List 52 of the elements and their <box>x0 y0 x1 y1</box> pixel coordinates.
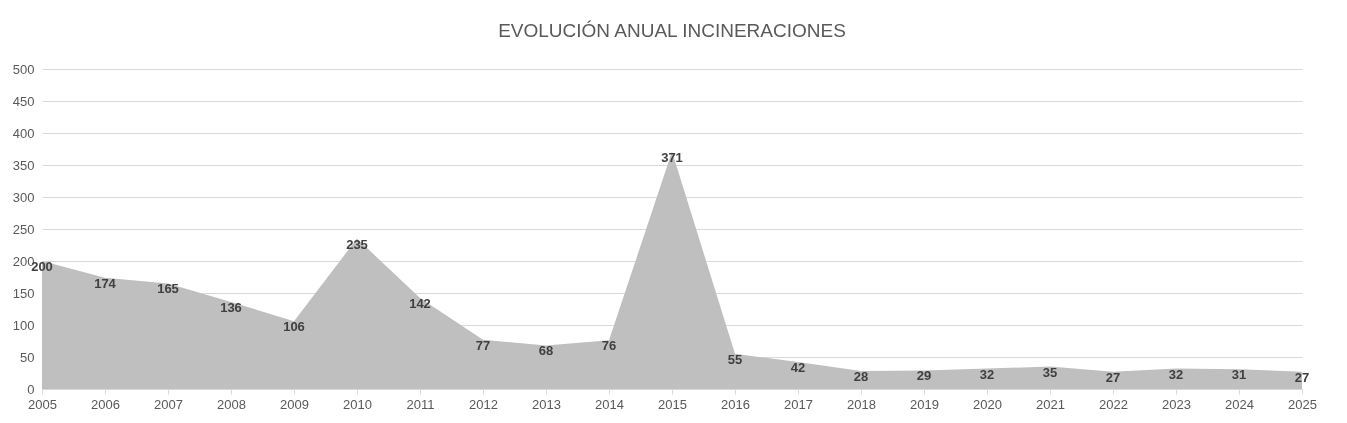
y-tick-label: 400 <box>12 125 35 141</box>
data-label: 27 <box>1105 369 1121 385</box>
y-tick-label: 0 <box>27 381 35 397</box>
x-tick-label: 2008 <box>217 396 246 412</box>
x-tick-label: 2023 <box>1162 396 1191 412</box>
y-tick-label: 250 <box>12 221 35 237</box>
data-label: 35 <box>1042 364 1058 380</box>
x-tick-label: 2019 <box>910 396 939 412</box>
y-tick-label: 100 <box>12 317 35 333</box>
y-tick-label: 500 <box>12 61 35 77</box>
data-label: 77 <box>475 337 491 353</box>
data-label: 165 <box>157 281 179 297</box>
data-label: 106 <box>283 319 305 335</box>
data-label: 32 <box>1168 366 1184 382</box>
data-label: 28 <box>853 369 869 385</box>
x-tick-label: 2011 <box>406 396 435 412</box>
x-tick-label: 2020 <box>973 396 1002 412</box>
x-tick-label: 2013 <box>532 396 561 412</box>
x-tick-label: 2009 <box>280 396 309 412</box>
x-tick-label: 2014 <box>595 396 624 412</box>
data-label: 136 <box>220 299 242 315</box>
data-label: 55 <box>727 351 743 367</box>
data-label: 68 <box>538 343 554 359</box>
y-tick-label: 150 <box>12 285 35 301</box>
data-label: 29 <box>916 368 932 384</box>
y-tick-label: 450 <box>12 93 35 109</box>
x-tick-label: 2018 <box>847 396 876 412</box>
data-label: 42 <box>790 360 806 376</box>
x-tick-label: 2010 <box>343 396 372 412</box>
y-tick-label: 300 <box>12 189 35 205</box>
x-tick-label: 2007 <box>154 396 183 412</box>
x-tick-label: 2022 <box>1099 396 1128 412</box>
x-tick-label: 2015 <box>658 396 687 412</box>
data-label: 235 <box>346 236 368 252</box>
x-tick-label: 2012 <box>469 396 498 412</box>
y-tick-label: 50 <box>20 349 35 365</box>
data-label: 371 <box>661 149 683 165</box>
x-tick-label: 2005 <box>28 396 57 412</box>
data-label: 32 <box>979 366 995 382</box>
x-tick-label: 2025 <box>1288 396 1317 412</box>
x-tick-label: 2016 <box>721 396 750 412</box>
x-tick-label: 2021 <box>1036 396 1065 412</box>
y-tick-label: 350 <box>12 157 35 173</box>
data-label: 76 <box>601 338 617 354</box>
data-label: 174 <box>94 275 117 291</box>
x-tick-label: 2006 <box>91 396 120 412</box>
x-tick-label: 2017 <box>784 396 813 412</box>
x-tick-label: 2024 <box>1225 396 1254 412</box>
data-label: 142 <box>409 296 431 312</box>
chart-title: EVOLUCIÓN ANUAL INCINERACIONES <box>498 20 846 41</box>
data-label: 31 <box>1231 367 1247 383</box>
data-label: 27 <box>1294 369 1310 385</box>
